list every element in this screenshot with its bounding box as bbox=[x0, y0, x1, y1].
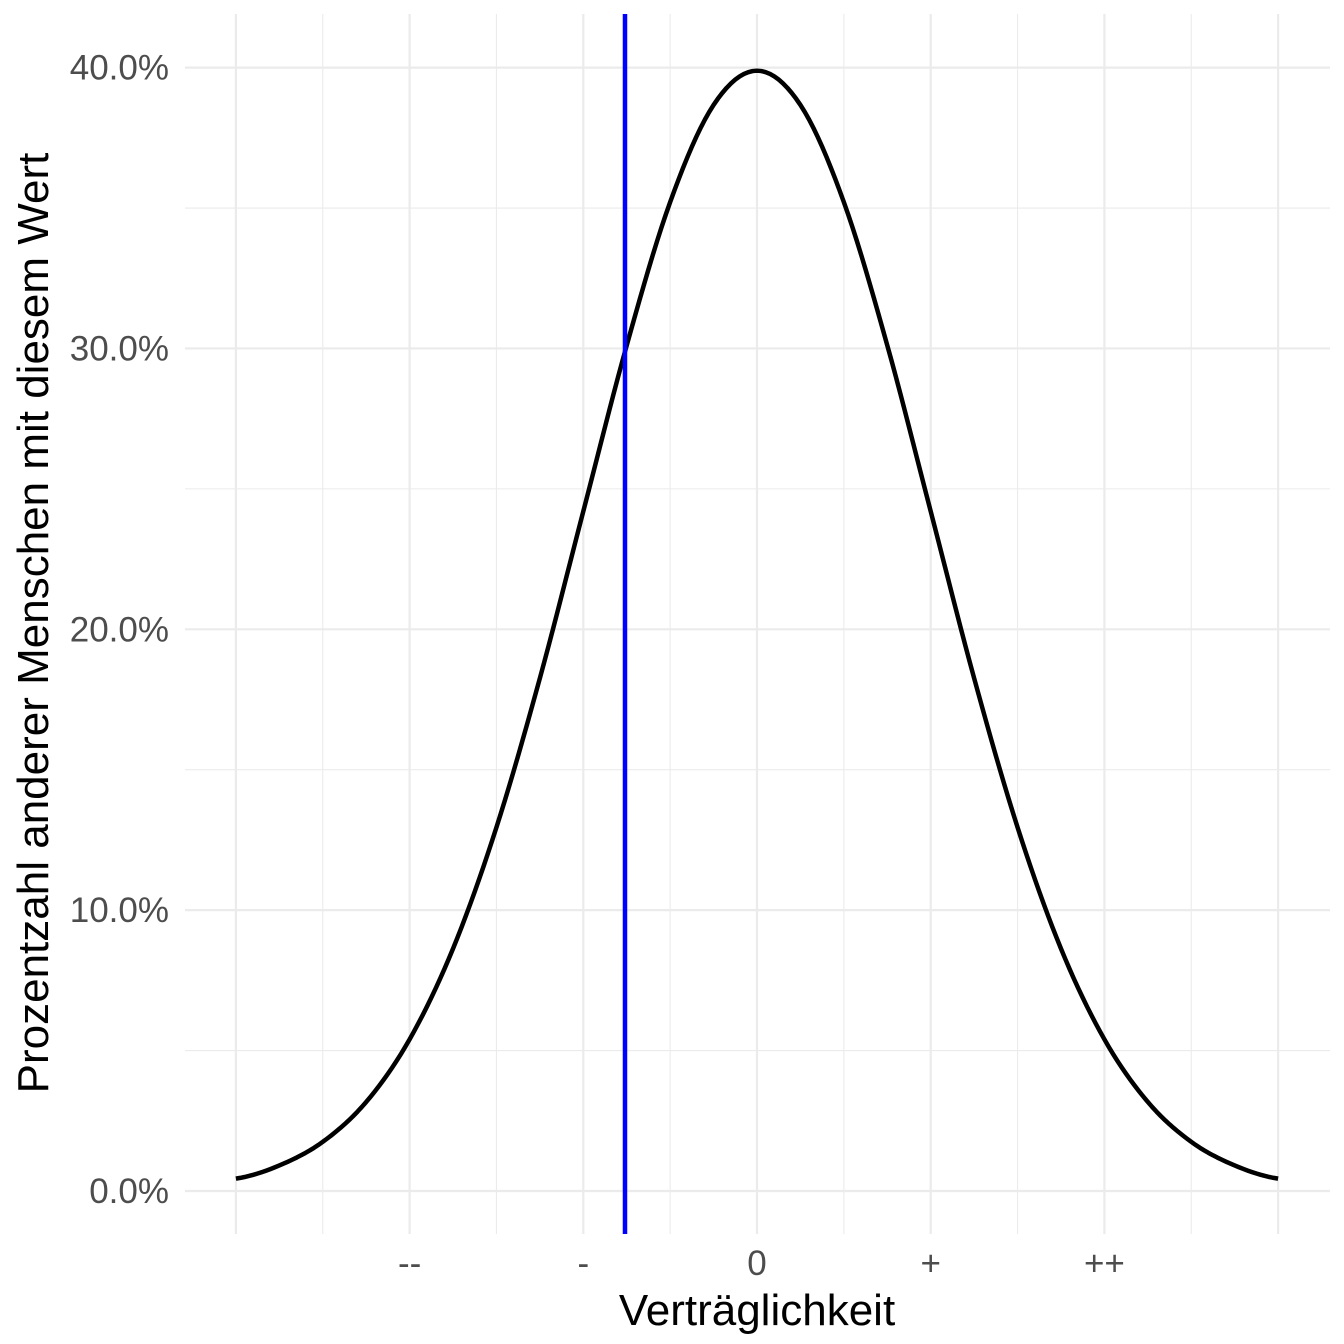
tick-labels: -- -0 + ++0.0%10.0%20.0%30.0%40.0% bbox=[70, 49, 1125, 1283]
x-tick-label: -- bbox=[398, 1244, 421, 1283]
x-tick-label: - bbox=[577, 1244, 589, 1283]
x-tick-label: + bbox=[920, 1244, 940, 1283]
x-tick-label: ++ bbox=[1084, 1244, 1125, 1283]
y-tick-label: 30.0% bbox=[70, 329, 169, 368]
y-axis-title: Prozentzahl anderer Menschen mit diesem … bbox=[9, 153, 58, 1094]
y-tick-label: 40.0% bbox=[70, 49, 169, 88]
x-axis-title: Verträglichkeit bbox=[619, 1286, 895, 1335]
grid bbox=[185, 14, 1330, 1234]
x-tick-label: 0 bbox=[747, 1244, 766, 1283]
density-curve bbox=[235, 68, 1279, 1181]
y-tick-label: 10.0% bbox=[70, 891, 169, 930]
y-tick-label: 0.0% bbox=[89, 1172, 169, 1211]
y-tick-label: 20.0% bbox=[70, 610, 169, 649]
plot-marks bbox=[235, 14, 1279, 1234]
